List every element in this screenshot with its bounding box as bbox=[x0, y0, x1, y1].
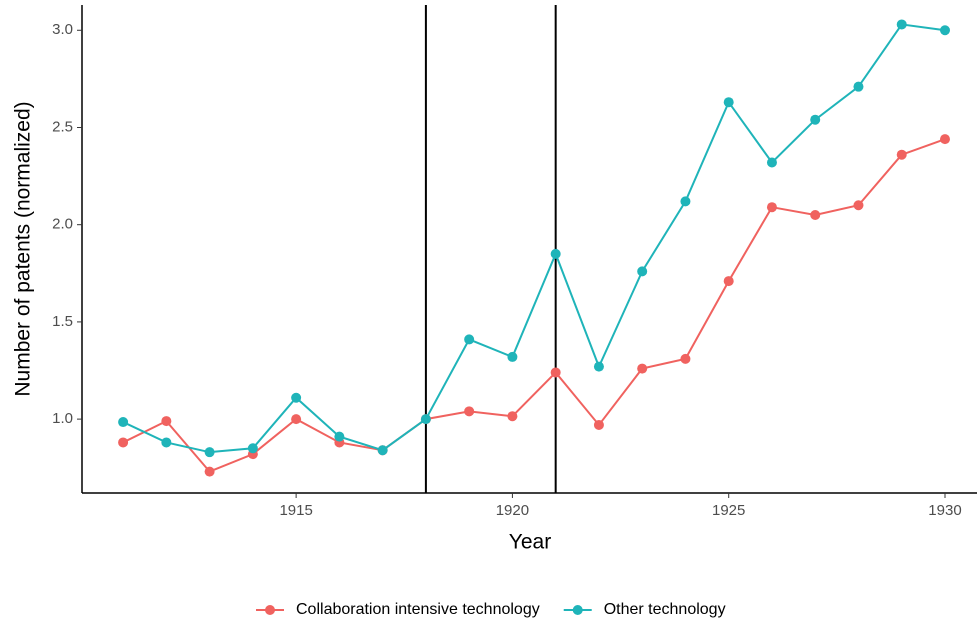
y-tick-label: 2.0 bbox=[52, 216, 73, 233]
legend-label: Other technology bbox=[604, 601, 726, 618]
data-point bbox=[464, 406, 475, 417]
data-point bbox=[377, 445, 388, 456]
data-point bbox=[118, 437, 129, 448]
data-point bbox=[637, 363, 648, 374]
x-tick-label: 1925 bbox=[712, 502, 745, 519]
data-point bbox=[680, 196, 691, 207]
series-line bbox=[122, 23, 946, 454]
data-point bbox=[680, 353, 691, 364]
y-tick-label: 3.0 bbox=[52, 21, 73, 38]
data-point bbox=[464, 334, 475, 345]
data-point bbox=[247, 443, 258, 454]
data-point bbox=[291, 414, 302, 425]
data-point bbox=[507, 411, 518, 422]
legend-swatch bbox=[265, 605, 275, 615]
data-point bbox=[939, 25, 950, 36]
data-point bbox=[550, 248, 561, 259]
y-tick-label: 1.5 bbox=[52, 313, 73, 330]
y-tick-label: 1.0 bbox=[52, 410, 73, 427]
data-point bbox=[723, 276, 734, 287]
data-point bbox=[118, 417, 129, 428]
x-tick-label: 1915 bbox=[279, 502, 312, 519]
data-point bbox=[507, 351, 518, 362]
legend-label: Collaboration intensive technology bbox=[296, 601, 540, 618]
data-point bbox=[896, 149, 907, 160]
x-axis-label: Year bbox=[509, 531, 551, 554]
data-point bbox=[161, 437, 172, 448]
data-point bbox=[810, 114, 821, 125]
data-point bbox=[593, 419, 604, 430]
y-axis-label: Number of patents (normalized) bbox=[12, 101, 35, 396]
data-point bbox=[161, 416, 172, 427]
data-point bbox=[637, 266, 648, 277]
legend-swatch bbox=[572, 605, 583, 615]
data-point bbox=[939, 134, 950, 145]
data-point bbox=[810, 209, 821, 220]
data-point bbox=[896, 19, 907, 30]
data-point bbox=[420, 414, 431, 425]
data-point bbox=[853, 81, 864, 92]
data-point bbox=[204, 447, 215, 458]
data-point bbox=[853, 200, 864, 211]
data-point bbox=[723, 97, 734, 108]
x-tick-label: 1930 bbox=[928, 502, 961, 519]
data-point bbox=[291, 392, 302, 403]
x-tick-label: 1920 bbox=[496, 502, 529, 519]
data-point bbox=[204, 466, 215, 477]
data-point bbox=[766, 202, 777, 213]
series-line bbox=[122, 138, 946, 473]
data-point bbox=[334, 431, 345, 442]
data-point bbox=[766, 157, 777, 168]
y-tick-label: 2.5 bbox=[52, 118, 73, 135]
data-point bbox=[550, 367, 561, 378]
data-point bbox=[593, 361, 604, 372]
